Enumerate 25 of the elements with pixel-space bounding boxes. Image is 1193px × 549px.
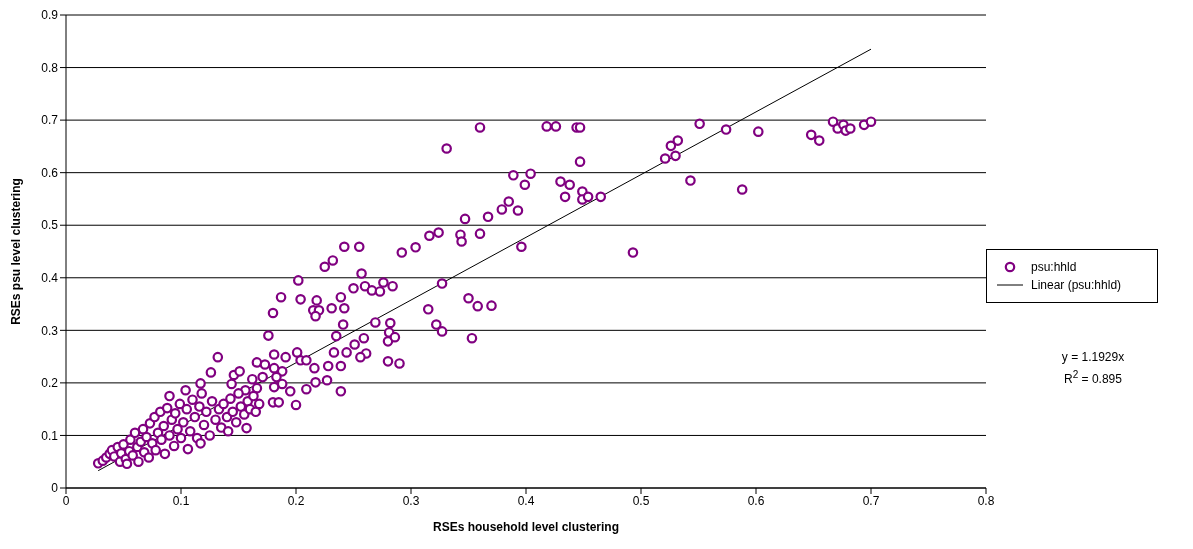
x-tick-label: 0.1: [172, 493, 190, 508]
legend-label: Linear (psu:hhld): [1031, 277, 1122, 292]
y-tick-label: 0.2: [41, 376, 59, 391]
x-tick-label: 0.8: [977, 493, 995, 508]
y-axis-title: RSEs psu level clustering: [9, 178, 24, 325]
y-tick-label: 0.5: [41, 218, 59, 233]
x-tick-label: 0.4: [517, 493, 535, 508]
x-tick-label: 0.3: [402, 493, 420, 508]
y-tick-label: 0.6: [41, 165, 59, 180]
x-tick-label: 0.2: [287, 493, 305, 508]
x-tick-label: 0.7: [862, 493, 880, 508]
y-tick-label: 0.1: [41, 428, 59, 443]
y-tick-label: 0.9: [41, 8, 59, 23]
legend-label: psu:hhld: [1031, 259, 1077, 274]
y-tick-label: 0.8: [41, 60, 59, 75]
x-tick-label: 0: [62, 493, 70, 508]
x-axis-title: RSEs household level clustering: [432, 520, 620, 534]
text: y = 1.1929x: [1060, 349, 1126, 366]
y-tick-label: 0.3: [41, 323, 59, 338]
x-tick-label: 0.5: [632, 493, 650, 508]
text: R$^{2}$ = 0.895: [1063, 368, 1123, 388]
y-tick-label: 0.7: [41, 113, 59, 128]
x-tick-label: 0.6: [747, 493, 765, 508]
y-tick-label: 0.4: [41, 271, 59, 286]
y-tick-label: 0: [51, 481, 59, 496]
